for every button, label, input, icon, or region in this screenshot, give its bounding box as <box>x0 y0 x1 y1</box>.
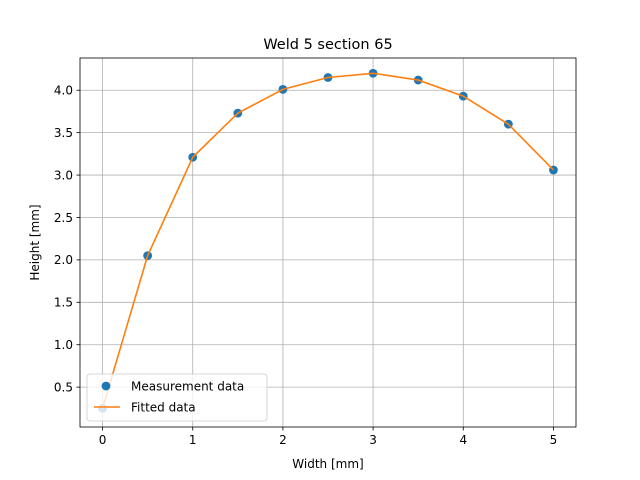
legend-marker-measurement <box>101 381 111 391</box>
x-tick-label: 2 <box>279 433 287 447</box>
x-axis-label: Width [mm] <box>292 457 363 471</box>
y-tick-label: 1.0 <box>54 338 73 352</box>
plot-area <box>98 68 558 413</box>
grid <box>80 58 576 427</box>
chart-title: Weld 5 section 65 <box>263 37 392 53</box>
legend-box <box>86 373 268 422</box>
y-tick-label: 3.0 <box>54 168 73 182</box>
y-tick-label: 4.0 <box>54 84 73 98</box>
y-tick-label: 2.0 <box>54 253 73 267</box>
y-tick-label: 3.5 <box>54 126 73 140</box>
y-axis-label: Height [mm] <box>28 204 42 280</box>
y-tick-label: 0.5 <box>54 380 73 394</box>
axes-frame <box>79 57 577 428</box>
fitted-line <box>101 72 555 409</box>
x-tick-label: 1 <box>189 433 197 447</box>
x-tick-label: 5 <box>550 433 558 447</box>
legend-label-fitted: Fitted data <box>131 400 196 414</box>
x-tick-label: 3 <box>369 433 377 447</box>
legend: Measurement data Fitted data <box>86 373 268 422</box>
x-tick-label: 4 <box>459 433 467 447</box>
y-tick-label: 2.5 <box>54 211 73 225</box>
ticks: 0 1 2 3 4 5 0.5 1.0 1.5 2.0 2.5 3.0 3.5 4.0 <box>54 84 557 447</box>
legend-label-measurement: Measurement data <box>131 379 244 393</box>
y-tick-label: 1.5 <box>54 296 73 310</box>
x-tick-label: 0 <box>99 433 107 447</box>
